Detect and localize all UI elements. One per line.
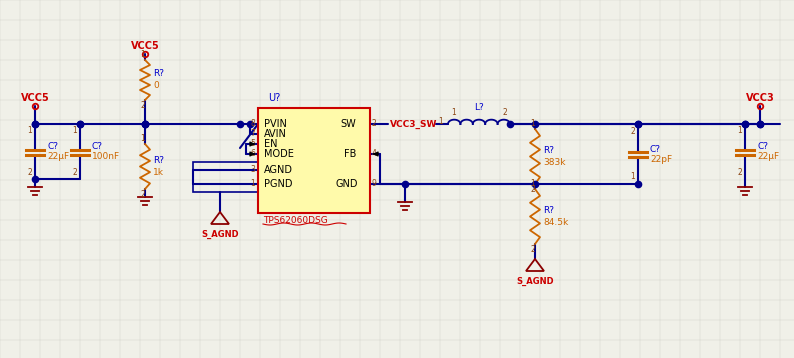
Text: C?: C? [47, 142, 58, 151]
Text: VCC3_SW: VCC3_SW [390, 120, 437, 129]
Text: VCC3: VCC3 [746, 93, 774, 103]
Text: C?: C? [650, 145, 661, 154]
Text: 2: 2 [372, 120, 376, 129]
Text: 4: 4 [372, 150, 377, 159]
Text: R?: R? [153, 156, 164, 165]
Text: AGND: AGND [264, 165, 293, 175]
Text: 1k: 1k [153, 168, 164, 177]
Text: 1: 1 [141, 134, 145, 143]
Text: R?: R? [543, 206, 554, 215]
Text: S_AGND: S_AGND [516, 277, 553, 286]
Text: 22pF: 22pF [650, 155, 673, 164]
Text: 1: 1 [630, 172, 635, 181]
Text: 0: 0 [153, 82, 159, 91]
FancyBboxPatch shape [258, 108, 370, 213]
Text: 1: 1 [141, 50, 145, 59]
Text: MODE: MODE [264, 149, 294, 159]
Text: 2: 2 [141, 190, 145, 199]
Text: 2: 2 [738, 168, 742, 177]
Text: L?: L? [474, 103, 484, 112]
Text: 22µF: 22µF [47, 152, 69, 161]
Text: 1: 1 [530, 179, 535, 188]
Text: 383k: 383k [543, 158, 565, 167]
Text: 100nF: 100nF [92, 152, 120, 161]
Text: 1: 1 [250, 179, 255, 189]
Text: 84.5k: 84.5k [543, 218, 569, 227]
Text: 2: 2 [141, 101, 145, 110]
Text: S_AGND: S_AGND [201, 230, 239, 239]
Text: PVIN: PVIN [264, 119, 287, 129]
Text: AVIN: AVIN [264, 129, 287, 139]
Text: 1: 1 [72, 126, 77, 135]
Text: VCC5: VCC5 [131, 41, 160, 51]
Text: 2: 2 [27, 168, 32, 177]
Text: 5: 5 [250, 140, 255, 149]
Text: 1: 1 [738, 126, 742, 135]
Text: FB: FB [344, 149, 357, 159]
Text: 1: 1 [438, 117, 443, 126]
Text: 2: 2 [630, 127, 635, 136]
Text: PGND: PGND [264, 179, 292, 189]
Bar [193, 162, 258, 192]
Text: 1: 1 [530, 119, 535, 128]
Text: 6: 6 [250, 150, 255, 159]
Text: 1: 1 [451, 108, 456, 117]
Text: 9: 9 [372, 179, 377, 189]
Text: C?: C? [92, 142, 103, 151]
Text: 2: 2 [530, 185, 535, 194]
Text: 2: 2 [503, 108, 507, 117]
Text: 7: 7 [250, 130, 255, 139]
Text: C?: C? [757, 142, 768, 151]
Text: 2: 2 [530, 245, 535, 254]
Text: 8: 8 [250, 120, 255, 129]
Text: 1: 1 [27, 126, 32, 135]
Text: 3: 3 [250, 165, 255, 174]
Text: R?: R? [543, 146, 554, 155]
Text: R?: R? [153, 69, 164, 78]
Text: EN: EN [264, 139, 277, 149]
Text: TPS62060DSG: TPS62060DSG [263, 216, 328, 225]
Text: U?: U? [268, 93, 280, 103]
Text: 22µF: 22µF [757, 152, 779, 161]
Text: VCC5: VCC5 [21, 93, 49, 103]
Text: 2: 2 [72, 168, 77, 177]
Text: SW: SW [340, 119, 356, 129]
Text: GND: GND [335, 179, 357, 189]
